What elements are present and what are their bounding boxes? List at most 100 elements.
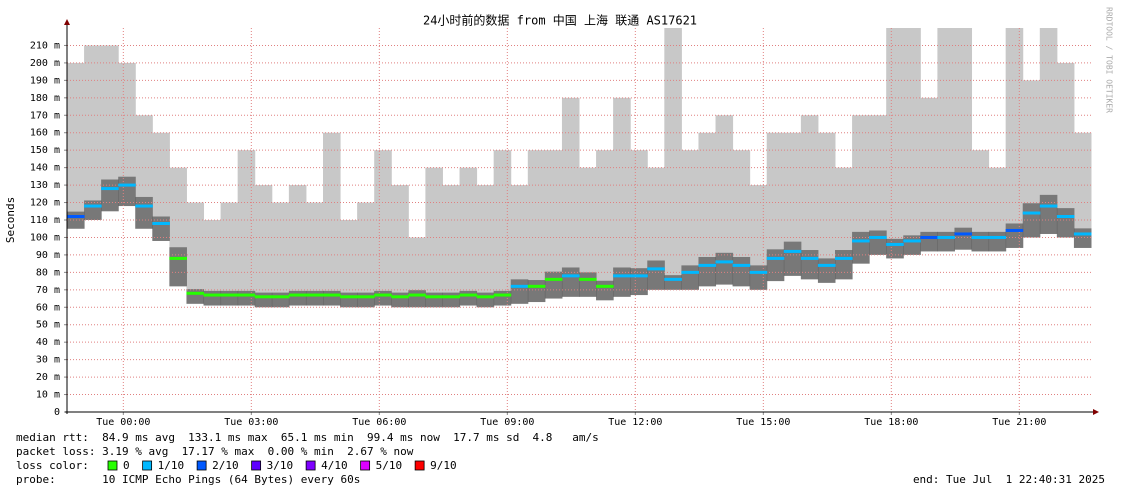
smoke-core	[1039, 194, 1058, 234]
smoke-core	[544, 271, 563, 299]
smoke-band	[442, 185, 461, 308]
median-rtt	[135, 204, 153, 208]
smoke-core	[852, 231, 870, 264]
smoke-band	[971, 150, 990, 252]
y-tick-label: 180 m	[30, 93, 60, 104]
legend-swatch	[305, 460, 316, 471]
x-tick-label: Tue 09:00	[480, 417, 534, 428]
smoke-core	[869, 230, 887, 255]
smoke-band	[613, 97, 631, 297]
smoke-band	[630, 150, 648, 296]
smoke-band	[954, 28, 973, 250]
smoke-core	[954, 227, 973, 250]
smoke-core	[664, 275, 682, 290]
smoke-core	[510, 279, 529, 304]
smoke-core	[135, 196, 153, 229]
smoke-core	[1005, 223, 1024, 248]
smoke-core	[732, 257, 751, 287]
smoke-core	[186, 289, 205, 304]
smoke-band	[527, 150, 546, 303]
legend-label: 3/10	[267, 459, 294, 472]
median-rtt-stats: median rtt: 84.9 ms avg 133.1 ms max 65.…	[16, 431, 599, 444]
median-rtt	[835, 256, 853, 260]
smoke-core	[937, 231, 955, 252]
median-rtt	[152, 221, 170, 225]
smoke-band	[84, 45, 102, 220]
median-rtt	[169, 256, 187, 260]
smoke-band	[715, 115, 734, 285]
legend-swatch	[360, 460, 371, 471]
smoke-core	[698, 257, 717, 287]
legend-label: 4/10	[321, 459, 348, 472]
smoke-core	[835, 250, 853, 280]
median-rtt	[869, 235, 887, 239]
y-tick-label: 80 m	[36, 267, 60, 278]
y-tick-label: 140 m	[30, 163, 60, 174]
smoke-band	[920, 97, 938, 252]
median-rtt	[561, 274, 580, 278]
smoke-band	[1005, 28, 1024, 248]
smoke-band	[288, 185, 307, 306]
smoke-band	[732, 150, 751, 287]
y-tick-label: 50 m	[36, 320, 60, 331]
smoke-band	[305, 202, 324, 306]
smoke-core	[630, 268, 648, 296]
chart-title: 24小时前的数据 from 中国 上海 联通 AS17621	[423, 13, 697, 28]
smoke-core	[84, 200, 102, 220]
smoke-band	[937, 28, 955, 252]
median-rtt	[749, 270, 768, 274]
median-rtt	[920, 235, 938, 239]
smoke-core	[647, 260, 665, 290]
median-rtt	[817, 263, 836, 267]
legend-swatch	[107, 460, 118, 471]
smoke-band	[1022, 80, 1041, 238]
smoke-band	[561, 97, 580, 297]
y-tick-label: 190 m	[30, 75, 60, 86]
y-tick-label: 0	[54, 407, 60, 418]
smoke-band	[220, 202, 239, 306]
median-rtt	[783, 249, 802, 253]
smoke-core	[493, 290, 512, 306]
y-tick-label: 130 m	[30, 180, 60, 191]
smoke-band	[817, 132, 836, 283]
smoke-band	[596, 150, 614, 301]
y-tick-label: 90 m	[36, 250, 60, 261]
median-rtt	[442, 295, 461, 299]
median-rtt	[852, 239, 870, 243]
smoke-core	[118, 176, 136, 207]
smoke-core	[800, 250, 819, 280]
smoke-core	[67, 211, 85, 229]
median-rtt	[118, 183, 136, 187]
smoke-core	[920, 231, 938, 252]
smoke-core	[579, 272, 597, 297]
smoke-band	[510, 185, 529, 304]
legend-swatch	[414, 460, 425, 471]
smoke-band	[459, 167, 478, 306]
median-rtt	[647, 267, 665, 271]
y-tick-label: 170 m	[30, 110, 60, 121]
smoke-core	[323, 290, 341, 306]
median-rtt	[1005, 228, 1024, 232]
smoke-band	[493, 150, 512, 306]
median-rtt	[323, 293, 341, 297]
median-rtt	[203, 293, 222, 297]
y-tick-label: 20 m	[36, 372, 60, 383]
median-rtt	[1073, 232, 1092, 236]
smoke-core	[971, 231, 990, 252]
smoke-core	[425, 292, 443, 308]
smoke-core	[817, 258, 836, 283]
median-rtt	[1056, 215, 1075, 219]
smoke-core	[749, 265, 768, 290]
legend-label: 9/10	[430, 459, 457, 472]
smoke-core	[596, 280, 614, 301]
median-rtt	[971, 235, 990, 239]
smoke-band	[67, 62, 85, 229]
median-rtt	[186, 291, 205, 295]
smoke-core	[681, 265, 699, 290]
median-rtt	[527, 284, 546, 288]
median-rtt	[715, 260, 734, 264]
legend-swatch	[142, 460, 153, 471]
x-tick-label: Tue 12:00	[608, 417, 662, 428]
smoke-band	[254, 185, 273, 308]
